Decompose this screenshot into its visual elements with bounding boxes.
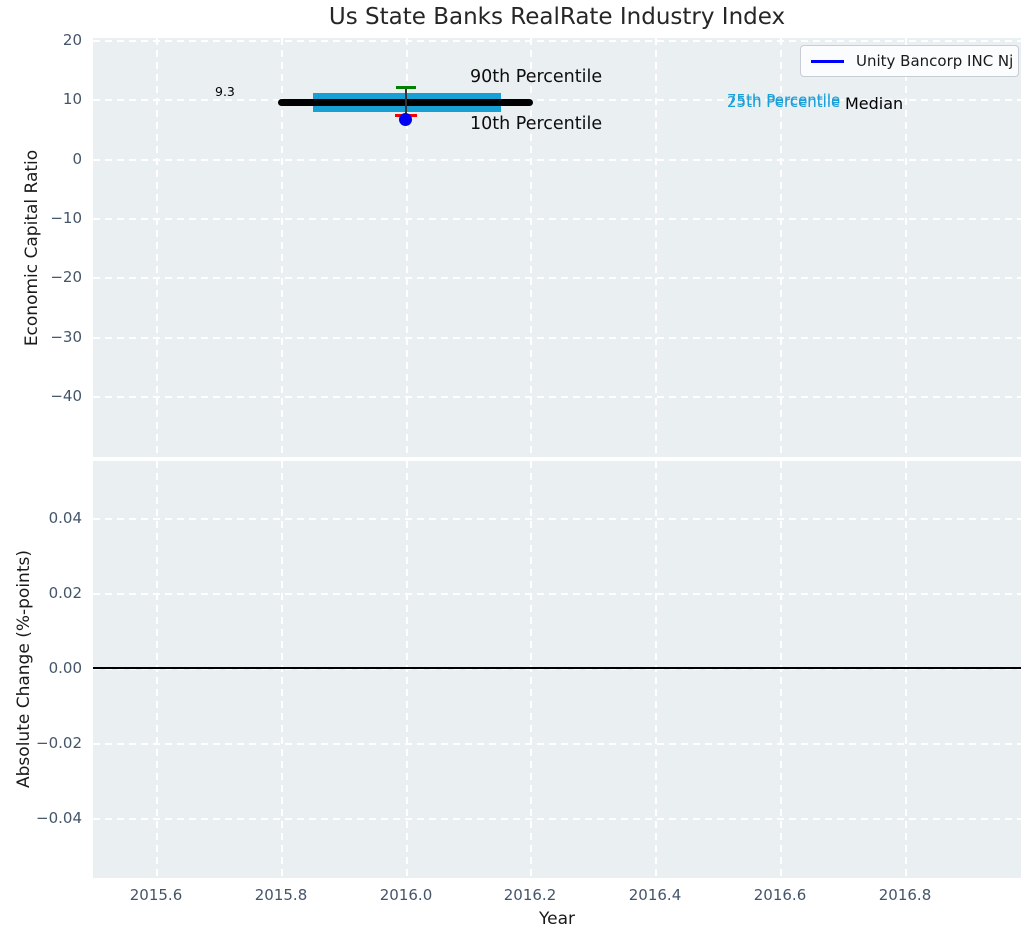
gridline-h — [93, 337, 1021, 339]
gridline-h — [93, 818, 1021, 820]
p90-annotation: 90th Percentile — [470, 67, 602, 87]
y-axis-label-top: Economic Capital Ratio — [22, 150, 42, 346]
figure: Us State Banks RealRate Industry Index 9… — [0, 0, 1034, 942]
y-tick-label: −40 — [30, 387, 82, 405]
gridline-h — [93, 277, 1021, 279]
company-point — [399, 113, 412, 126]
chart-title: Us State Banks RealRate Industry Index — [93, 4, 1021, 30]
y-tick-label: 0.04 — [10, 509, 82, 527]
legend-label: Unity Bancorp INC Nj — [856, 52, 1013, 70]
gridline-h — [93, 159, 1021, 161]
top-plot-area: 9.3 90th Percentile 10th Percentile 75th… — [93, 38, 1021, 457]
y-tick-label: −0.04 — [10, 809, 82, 827]
x-axis-label: Year — [93, 909, 1021, 929]
p90-cap — [396, 86, 416, 89]
gridline-h — [93, 218, 1021, 220]
p10-annotation: 10th Percentile — [470, 114, 602, 134]
x-tick-label: 2016.8 — [860, 886, 950, 904]
median-annotation: Median — [845, 94, 903, 113]
gridline-h — [93, 743, 1021, 745]
y-tick-label: 10 — [30, 90, 82, 108]
y-tick-label: 20 — [30, 31, 82, 49]
y-axis-label-bottom: Absolute Change (%-points) — [14, 550, 34, 788]
x-tick-label: 2016.4 — [610, 886, 700, 904]
x-tick-label: 2015.8 — [236, 886, 326, 904]
legend: Unity Bancorp INC Nj — [800, 45, 1019, 77]
gridline-h — [93, 518, 1021, 520]
x-tick-label: 2016.0 — [361, 886, 451, 904]
gridline-h — [93, 40, 1021, 42]
x-tick-label: 2016.2 — [485, 886, 575, 904]
bottom-plot-area — [93, 461, 1021, 878]
median-value-annotation: 9.3 — [215, 84, 235, 99]
zero-line — [93, 667, 1021, 669]
x-tick-label: 2015.6 — [111, 886, 201, 904]
gridline-h — [93, 593, 1021, 595]
x-tick-label: 2016.6 — [735, 886, 825, 904]
p25-annotation: 25th Percentile — [727, 93, 840, 111]
gridline-h — [93, 396, 1021, 398]
legend-line-sample — [811, 60, 844, 63]
